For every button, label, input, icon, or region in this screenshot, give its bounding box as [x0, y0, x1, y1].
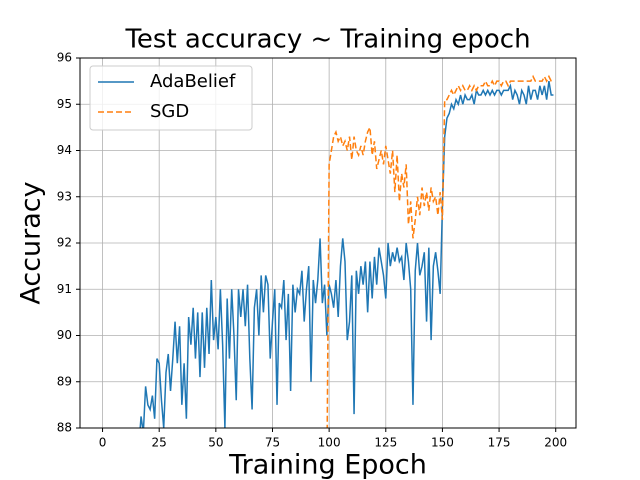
- y-tick-label: 91: [57, 282, 72, 296]
- y-tick-label: 89: [57, 374, 72, 388]
- series-line: [326, 74, 554, 428]
- x-tick-label: 25: [152, 436, 167, 450]
- y-tick-label: 90: [57, 328, 72, 342]
- chart-title: Test accuracy ~ Training epoch: [124, 25, 530, 55]
- x-tick-label: 175: [488, 436, 511, 450]
- legend: AdaBelief SGD: [89, 65, 253, 131]
- legend-label: SGD: [150, 101, 189, 122]
- plot-area: [139, 74, 554, 428]
- x-tick-label: 100: [318, 436, 341, 450]
- y-tick-label: 93: [57, 189, 72, 203]
- legend-label: AdaBelief: [150, 71, 236, 92]
- y-axis-label: Accuracy: [16, 181, 47, 304]
- y-tick-label: 88: [57, 421, 72, 435]
- y-tick-label: 95: [57, 97, 72, 111]
- x-tick-label: 150: [431, 436, 454, 450]
- y-tick-label: 96: [57, 51, 72, 65]
- y-tick-label: 92: [57, 236, 72, 250]
- x-tick-label: 50: [208, 436, 223, 450]
- x-tick-label: 75: [265, 436, 280, 450]
- x-tick-label: 125: [374, 436, 397, 450]
- x-tick-label: 0: [99, 436, 107, 450]
- x-axis-label: Training Epoch: [228, 450, 427, 480]
- x-tick-label: 200: [544, 436, 567, 450]
- y-tick-label: 94: [57, 143, 72, 157]
